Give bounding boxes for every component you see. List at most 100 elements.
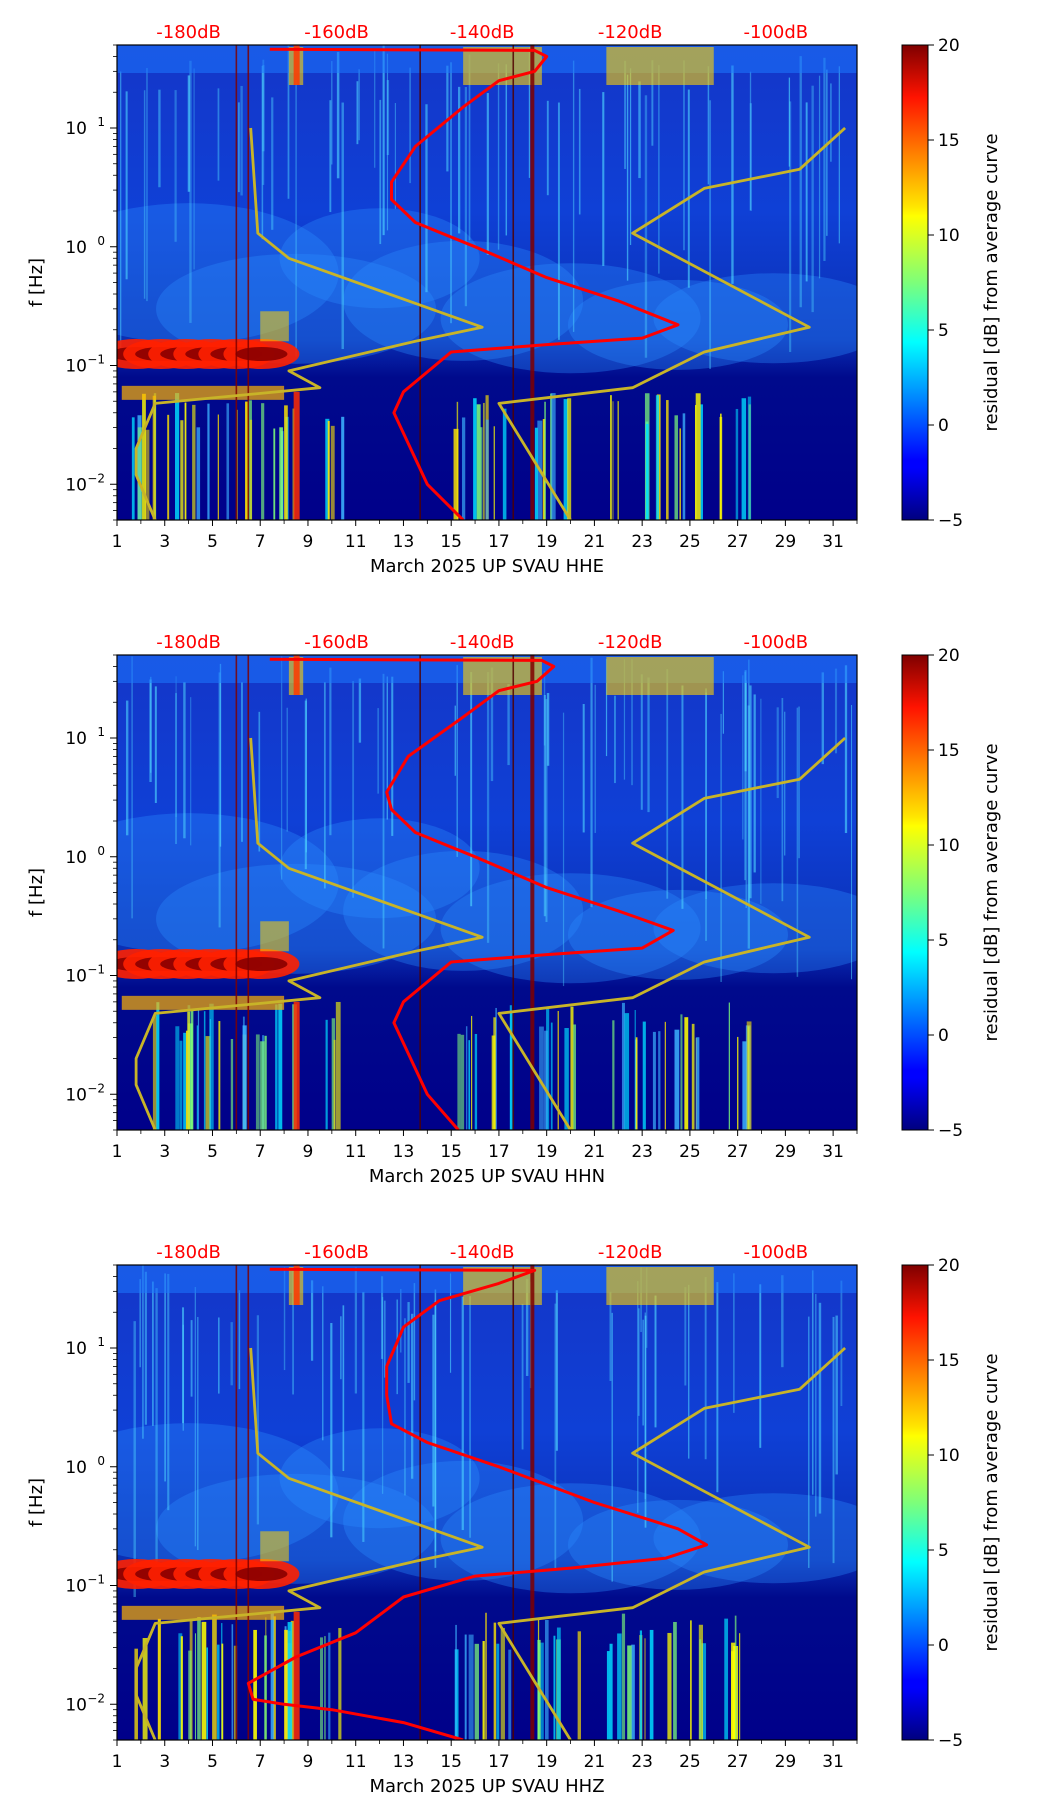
y-tick-label: 10 [65, 119, 87, 139]
streak [720, 713, 722, 982]
streak [694, 405, 697, 520]
streak [735, 408, 739, 520]
x-tick-label: 23 [631, 1142, 653, 1162]
series-nhnm [134, 1347, 484, 1740]
db-scale-label: -100dB [744, 632, 809, 653]
streak [789, 101, 792, 352]
streak [145, 429, 150, 520]
x-tick-label: 17 [488, 532, 510, 552]
streak [255, 1034, 260, 1130]
streak [749, 685, 752, 899]
noise-blob [279, 818, 480, 919]
streak [197, 1617, 201, 1740]
streak [745, 680, 747, 909]
streak [386, 80, 390, 156]
streak [374, 49, 376, 168]
streak [190, 1320, 193, 1397]
streak [182, 1324, 184, 1431]
streak [654, 1295, 657, 1428]
y-tick-label: 10 [65, 357, 87, 377]
streak [623, 659, 626, 780]
streak [469, 1296, 471, 1538]
y-tick-label: 10 [65, 848, 87, 868]
streak [324, 1636, 326, 1740]
streak [704, 1277, 707, 1460]
streak [264, 1035, 267, 1130]
colorbar-label: residual [dB] from average curve [981, 1353, 1002, 1651]
db-scale-label: -140dB [450, 1242, 515, 1263]
streak [468, 1634, 474, 1740]
spike [293, 1001, 300, 1130]
y-tick-exponent: 1 [97, 115, 105, 129]
streak [226, 403, 230, 520]
streak [645, 423, 649, 520]
noise-blob [279, 1428, 480, 1529]
streak [844, 665, 848, 834]
streak [624, 60, 627, 169]
streak [270, 1613, 274, 1740]
colorbar [901, 654, 929, 1131]
x-tick-label: 9 [303, 1752, 314, 1772]
streak [144, 1271, 147, 1425]
streak [626, 74, 629, 281]
x-tick-label: 15 [440, 1752, 462, 1772]
streak [454, 705, 456, 776]
streak [733, 1273, 735, 1413]
x-tick-label: 19 [536, 1142, 558, 1162]
streak [602, 92, 605, 266]
streak [434, 1289, 437, 1552]
streak [716, 1282, 719, 1493]
streak [691, 1023, 695, 1130]
streak [258, 711, 261, 852]
streak [284, 405, 288, 520]
db-scale-label: -180dB [156, 632, 221, 653]
streak [381, 1276, 384, 1359]
streak [611, 1312, 613, 1582]
streak [700, 404, 703, 520]
streak [674, 415, 678, 520]
streak [133, 1321, 136, 1598]
streak [486, 672, 490, 943]
streak [139, 1279, 141, 1368]
streak [290, 1620, 295, 1740]
streak [275, 1004, 278, 1130]
streak [362, 1291, 365, 1542]
x-tick-label: 23 [631, 1752, 653, 1772]
streak [658, 65, 660, 274]
streak [382, 673, 385, 949]
x-tick-label: 3 [159, 1752, 170, 1772]
streak [679, 428, 681, 520]
streak [667, 1632, 672, 1740]
streak [457, 1033, 461, 1130]
db-scale-label: -140dB [450, 22, 515, 43]
streak [640, 674, 643, 810]
streak [742, 675, 744, 840]
streak [666, 400, 669, 520]
streak [283, 1267, 286, 1371]
series-average-psd [269, 657, 675, 1130]
streak [739, 1633, 741, 1740]
x-tick-label: 29 [775, 1752, 797, 1772]
y-tick-label: 10 [65, 238, 87, 258]
streak [544, 401, 546, 520]
streak [284, 1629, 288, 1740]
colorbar-tick-label: 5 [938, 1541, 949, 1561]
spike [293, 1265, 300, 1305]
x-tick-label: 31 [822, 1752, 844, 1772]
streak [453, 428, 459, 520]
colorbar-tick-label: −5 [938, 511, 963, 531]
streak [578, 88, 581, 215]
db-scale-label: -160dB [304, 22, 369, 43]
streak [457, 86, 461, 234]
streak [217, 88, 220, 181]
streak [287, 1622, 293, 1740]
streak [319, 1637, 324, 1740]
spike [293, 1611, 300, 1740]
x-tick-label: 11 [345, 1752, 367, 1772]
x-tick-label: 27 [727, 532, 749, 552]
streak [682, 413, 686, 520]
streak [482, 1641, 485, 1740]
streak [164, 1273, 166, 1482]
streak [156, 1002, 160, 1130]
streak [264, 1635, 267, 1740]
